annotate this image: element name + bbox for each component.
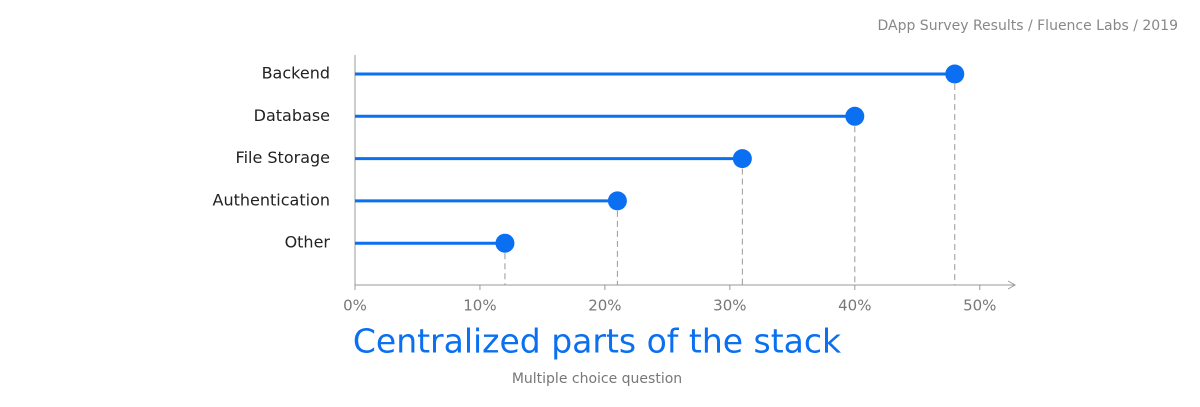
category-label: Backend	[262, 64, 330, 83]
x-tick-label: 10%	[463, 297, 496, 315]
axis-arrow	[1007, 280, 1017, 290]
dot	[945, 64, 965, 84]
x-tick-label: 30%	[713, 297, 746, 315]
x-tick-label: 40%	[838, 297, 871, 315]
category-label: Authentication	[213, 190, 330, 209]
category-label: Database	[254, 106, 330, 125]
x-tick-label: 0%	[343, 297, 367, 315]
dot	[732, 149, 752, 169]
chart-title: Centralized parts of the stack	[353, 322, 842, 361]
source-note: DApp Survey Results / Fluence Labs / 201…	[877, 18, 1178, 34]
dot	[607, 191, 627, 211]
x-tick-label: 50%	[963, 297, 996, 315]
dot	[845, 106, 865, 126]
dot	[495, 233, 515, 253]
category-label: File Storage	[236, 148, 330, 167]
chart-subtitle: Multiple choice question	[512, 371, 682, 387]
x-tick-label: 20%	[588, 297, 621, 315]
category-label: Other	[285, 233, 331, 252]
